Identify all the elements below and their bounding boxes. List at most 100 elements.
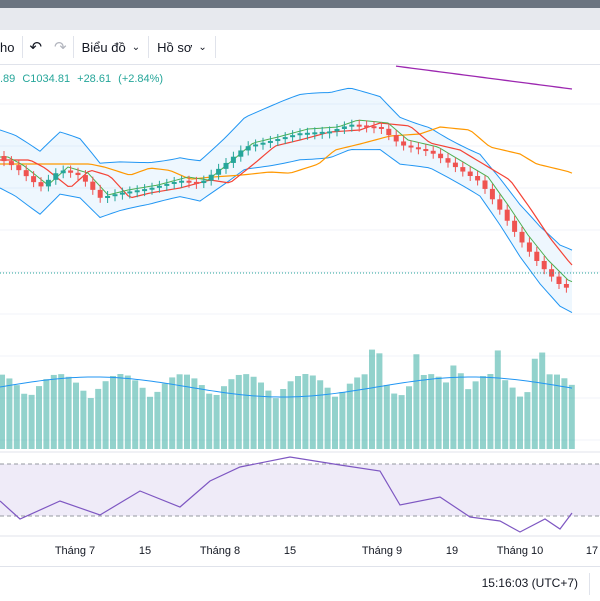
candle-body [423, 149, 429, 152]
ohlc-legend: .89 C1034.81 +28.61 (+2.84%) [0, 73, 167, 85]
bollinger-band-fill [0, 88, 572, 313]
volume-bar [346, 383, 353, 449]
x-tick-label: 17 [586, 545, 598, 557]
volume-bar [213, 394, 220, 449]
x-tick-label: Tháng 8 [200, 545, 240, 557]
volume-bar [369, 349, 375, 449]
volume-bar [50, 374, 57, 449]
candle-body [223, 162, 229, 169]
candle-body [401, 141, 407, 146]
volume-bar [198, 385, 205, 449]
candle-body [275, 139, 281, 142]
candle-body [482, 180, 488, 189]
candle-body [445, 158, 451, 163]
volume-bar [406, 386, 412, 449]
volume-bar [73, 382, 79, 449]
timeframe-button[interactable]: ho [0, 30, 22, 64]
candle-body [549, 269, 555, 277]
volume-bar [0, 374, 5, 449]
timeframe-label: ho [0, 39, 15, 55]
candle-body [16, 165, 22, 171]
candle-body [371, 126, 377, 129]
ma-fast-line [0, 119, 573, 283]
footer-divider [589, 573, 590, 595]
candle-body [23, 170, 29, 177]
candle-body [238, 150, 244, 157]
volume-bar [265, 390, 272, 449]
volume-bar [36, 386, 42, 449]
volume-bar [139, 387, 146, 449]
candle-body [230, 156, 236, 163]
candle-body [438, 153, 444, 159]
volume-bar [457, 373, 464, 449]
candle-body [201, 180, 207, 184]
candle-body [312, 132, 318, 135]
volume-bar [391, 393, 398, 449]
candle-body [208, 174, 214, 181]
volume-bar [80, 390, 87, 449]
candle-body [186, 180, 192, 183]
candle-body [393, 135, 399, 142]
candle-body [489, 188, 495, 200]
candle-body [512, 220, 518, 232]
candle-body [112, 194, 118, 197]
candle-body [297, 133, 303, 136]
volume-bar [487, 374, 494, 449]
redo-icon[interactable]: ↷ [54, 39, 67, 56]
volume-bar [243, 374, 250, 449]
volume-bar [302, 374, 309, 449]
volume-bar [524, 392, 531, 449]
profile-label: Hồ sơ [157, 39, 193, 55]
volume-bar [539, 352, 546, 449]
price-chart[interactable]: Tháng 7 15 Tháng 8 15 Tháng 9 19 Tháng 10 17 [0, 64, 600, 566]
candle-body [253, 144, 259, 147]
candle-body [475, 176, 481, 181]
volume-bar [361, 374, 368, 449]
candle-body [149, 187, 155, 190]
volume-bar [206, 393, 213, 449]
volume-bar [287, 381, 294, 449]
candle-body [60, 170, 66, 174]
candle-body [378, 126, 384, 129]
legend-partial-value: .89 [0, 73, 16, 85]
candle-body [119, 192, 125, 195]
volume-bar [517, 396, 523, 449]
candle-body [341, 126, 347, 129]
profile-dropdown[interactable]: Hồ sơ ⌄ [149, 30, 215, 64]
volume-bar [420, 374, 427, 449]
candle-body [541, 260, 547, 270]
bollinger-lower-line [0, 149, 573, 314]
candle-body [430, 150, 436, 154]
candle-body [467, 171, 473, 177]
chevron-down-icon: ⌄ [131, 41, 141, 53]
ma-long-line [395, 65, 573, 90]
volume-bar [317, 380, 324, 449]
volume-bar [110, 375, 116, 449]
toolbar-divider [148, 36, 150, 58]
candle-body [142, 189, 148, 192]
volume-bar [354, 377, 361, 449]
ma-slow-line [0, 126, 573, 180]
x-tick-label: 15 [139, 545, 151, 557]
candle-body [364, 125, 370, 128]
candle-body [519, 231, 525, 243]
volume-bar [413, 354, 420, 449]
x-tick-label: Tháng 7 [55, 545, 95, 557]
volume-bar [132, 380, 139, 449]
volume-bar [450, 365, 457, 449]
candle-body [282, 137, 288, 140]
candle-body [1, 156, 7, 162]
volume-bar [58, 374, 65, 449]
clock-readout[interactable]: 15:16:03 (UTC+7) [481, 576, 578, 590]
undo-icon[interactable]: ↶ [29, 39, 43, 56]
chart-type-dropdown[interactable]: Biểu đồ ⌄ [74, 30, 148, 64]
candle-body [8, 161, 14, 166]
volume-bar [87, 398, 94, 449]
volume-bar [43, 379, 50, 449]
candle-body [53, 173, 59, 180]
legend-change-pct: (+2.84%) [118, 73, 164, 85]
volume-bar [376, 353, 383, 449]
candle-body [216, 168, 222, 175]
volume-bar [383, 384, 390, 449]
candle-body [31, 176, 37, 183]
